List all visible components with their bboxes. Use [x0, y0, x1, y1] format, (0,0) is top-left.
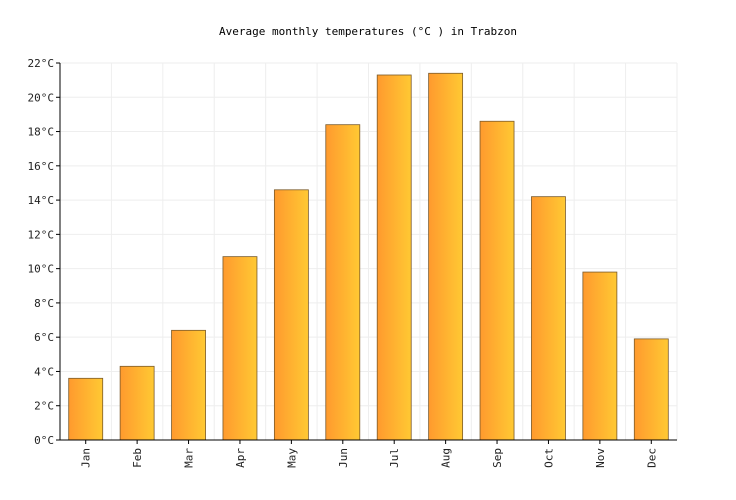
bar-dec	[633, 338, 669, 441]
y-tick-label: 8°C	[34, 297, 54, 310]
bar-may	[273, 189, 309, 441]
bar-sep	[479, 120, 515, 441]
y-tick-label: 18°C	[28, 126, 55, 139]
x-tick-label: Aug	[440, 448, 453, 468]
x-tick-label: Sep	[491, 448, 504, 468]
bar-oct	[531, 196, 566, 441]
y-tick-label: 0°C	[34, 434, 54, 447]
bar-jun	[325, 124, 361, 441]
y-tick-label: 10°C	[28, 263, 55, 276]
axes	[56, 62, 677, 444]
x-tick-label: Apr	[234, 448, 247, 468]
x-tick-label: Jul	[388, 448, 401, 468]
y-tick-label: 12°C	[28, 228, 55, 241]
x-tick-label: Nov	[594, 448, 607, 468]
y-tick-label: 22°C	[28, 57, 55, 70]
y-tick-label: 4°C	[34, 365, 54, 378]
bar-jan	[68, 377, 104, 441]
y-tick-label: 6°C	[34, 331, 54, 344]
y-tick-label: 14°C	[28, 194, 55, 207]
y-tick-label: 2°C	[34, 400, 54, 413]
x-tick-label: Feb	[131, 448, 144, 468]
bar-jul	[376, 74, 412, 441]
x-tick-label: Jun	[337, 448, 350, 468]
bar-nov	[582, 271, 618, 441]
bar-feb	[119, 365, 155, 441]
x-tick-label: Oct	[542, 448, 555, 468]
x-tick-label: Dec	[645, 448, 658, 468]
bars	[68, 72, 669, 441]
chart-title: Average monthly temperatures (°C ) in Tr…	[218, 25, 517, 38]
y-tick-label: 16°C	[28, 160, 55, 173]
y-tick-label: 20°C	[28, 91, 55, 104]
x-tick-label: Jan	[80, 448, 93, 468]
tick-labels: 0°C 2°C 4°C 6°C 8°C 10°C 12°C 14°C 16°C 18°C 20°C 2…	[28, 57, 659, 468]
bar-mar	[171, 329, 206, 441]
x-tick-label: May	[285, 448, 298, 468]
x-tick-label: Mar	[183, 448, 196, 468]
bar-aug	[428, 72, 464, 441]
bar-apr	[222, 256, 258, 441]
grid-lines	[60, 62, 678, 440]
